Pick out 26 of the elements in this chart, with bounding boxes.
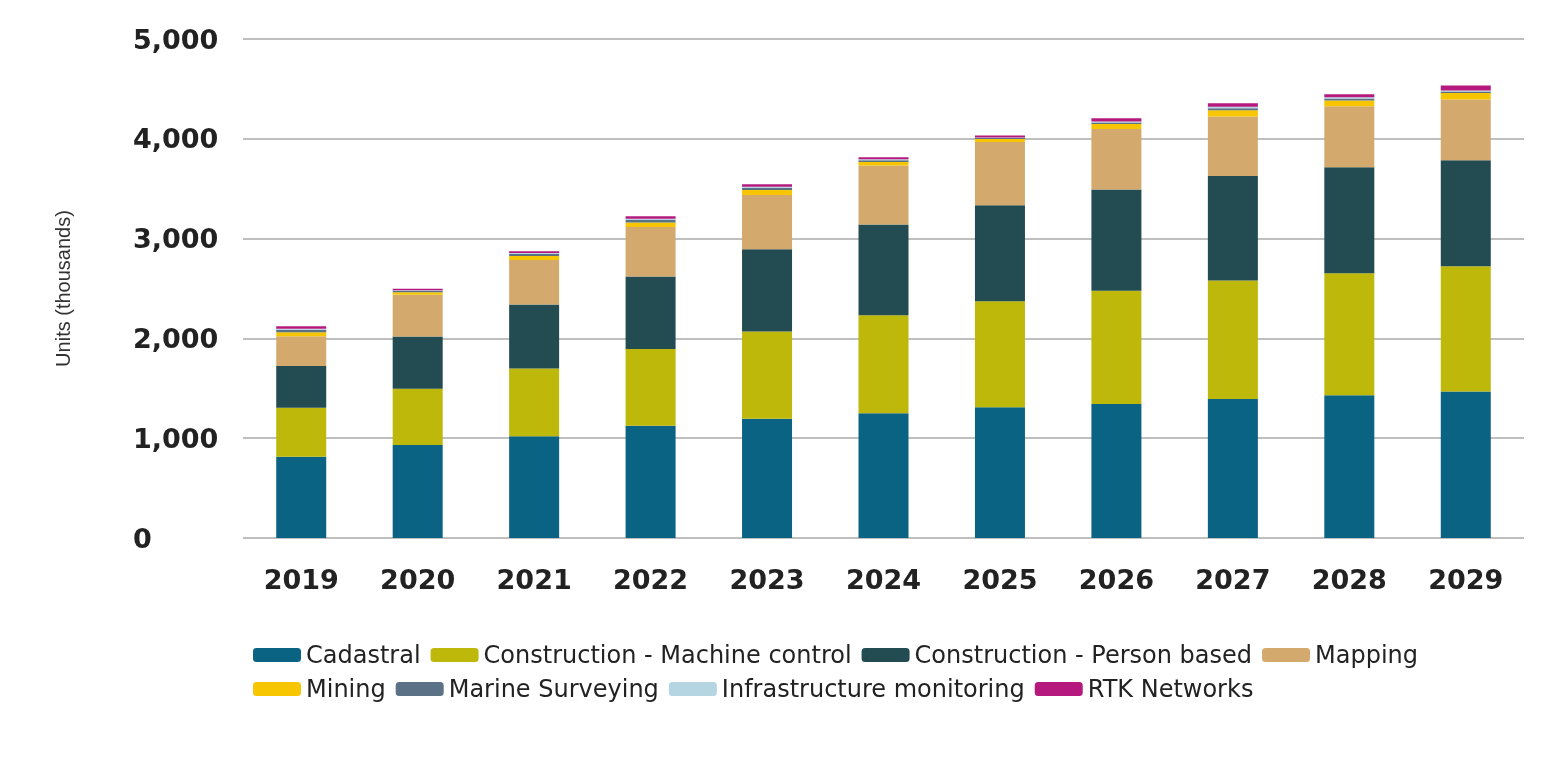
x-tick-label: 2026 <box>1078 564 1154 595</box>
x-tick-label: 2027 <box>1195 564 1271 595</box>
legend-label: Mining <box>306 675 386 703</box>
legend-label: Cadastral <box>306 641 421 669</box>
x-tick-label: 2021 <box>496 564 572 595</box>
y-axis-title: Units (thousands) <box>52 210 74 367</box>
x-tick-label: 2022 <box>613 564 689 595</box>
legend-label: Construction - Person based <box>914 641 1253 669</box>
x-tick-label: 2023 <box>729 564 805 595</box>
x-tick-label: 2029 <box>1428 564 1504 595</box>
y-tick-label: 2,000 <box>133 322 219 354</box>
y-tick-label: 1,000 <box>133 422 219 454</box>
x-tick-label: 2020 <box>380 564 456 595</box>
legend-label: Marine Surveying <box>448 675 659 703</box>
y-tick-label: 5,000 <box>133 23 219 55</box>
x-tick-label: 2019 <box>263 564 339 595</box>
x-tick-label: 2025 <box>962 564 1038 595</box>
legend-label: Infrastructure monitoring <box>721 675 1025 703</box>
x-tick-label: 2024 <box>845 564 922 595</box>
legend-label: Mapping <box>1315 641 1419 669</box>
y-tick-label: 3,000 <box>133 223 219 255</box>
legend-label: Construction - Machine control <box>483 641 852 669</box>
legend-label: RTK Networks <box>1087 675 1254 703</box>
y-tick-label: 0 <box>133 522 152 554</box>
y-tick-label: 4,000 <box>133 123 219 155</box>
x-tick-label: 2028 <box>1311 564 1387 595</box>
